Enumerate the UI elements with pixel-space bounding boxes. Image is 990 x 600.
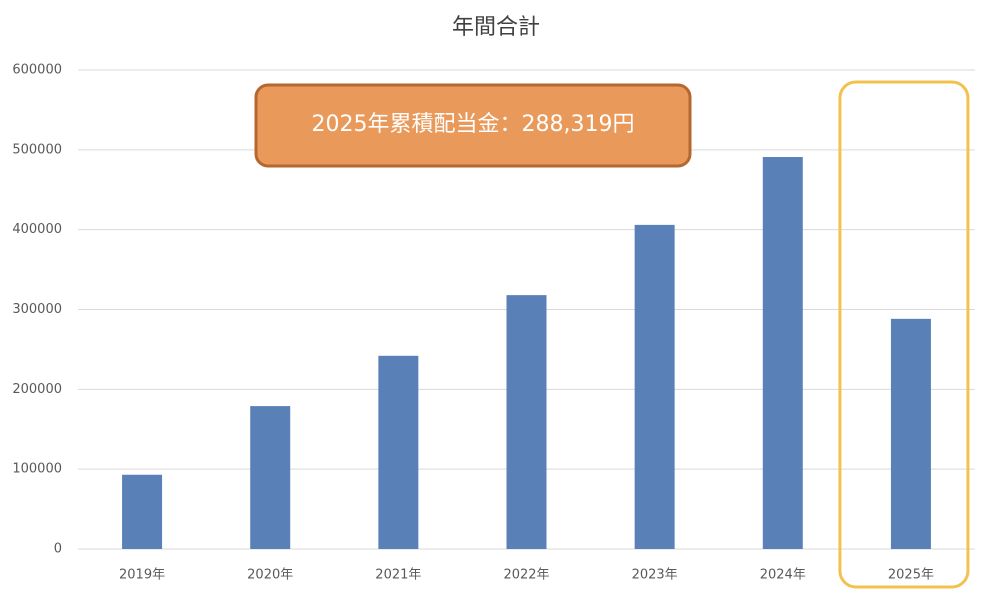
y-tick-label: 400000: [12, 222, 62, 237]
x-tick-label: 2020年: [247, 568, 293, 583]
bar: [506, 295, 547, 549]
x-tick-label: 2022年: [503, 568, 549, 583]
annotation: 2025年累積配当金：288,319円: [312, 112, 635, 137]
annotation-box: [254, 83, 692, 168]
x-tick-label: 2019年: [119, 568, 165, 583]
bar: [762, 157, 803, 550]
x-tick-label: 2025年: [888, 568, 934, 583]
bar: [250, 406, 291, 549]
bar: [122, 474, 163, 549]
y-tick-label: 500000: [12, 142, 62, 157]
y-tick-label: 600000: [12, 63, 62, 78]
y-tick-label: 0: [54, 542, 62, 557]
bar: [378, 355, 419, 549]
y-tick-label: 100000: [12, 462, 62, 477]
y-tick-label: 200000: [12, 382, 62, 397]
bar: [890, 318, 931, 549]
bar: [634, 224, 675, 550]
highlight-box: [838, 80, 970, 589]
x-tick-label: 2023年: [632, 568, 678, 583]
x-tick-label: 2021年: [375, 568, 421, 583]
chart-title: 年間合計: [452, 15, 540, 40]
x-tick-label: 2024年: [760, 568, 806, 583]
y-tick-label: 300000: [12, 302, 62, 317]
